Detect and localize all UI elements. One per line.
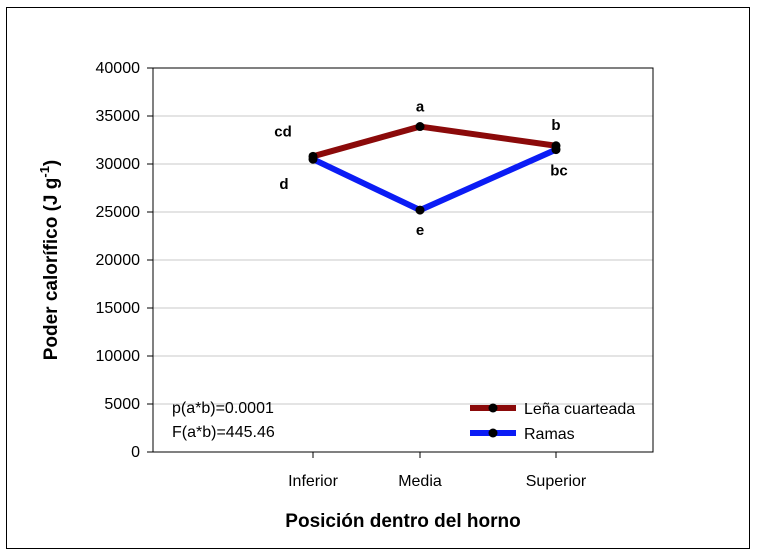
- legend: Leña cuarteada Ramas: [470, 401, 635, 443]
- point-label: bc: [550, 163, 568, 180]
- legend-label-lena-cuarteada: Leña cuarteada: [524, 401, 635, 418]
- annotation-f-value: F(a*b)=445.46: [172, 424, 275, 441]
- y-tick-label: 40000: [96, 60, 141, 77]
- y-tick-label: 25000: [96, 204, 141, 221]
- y-tick-label: 0: [131, 444, 140, 461]
- y-tick-label: 35000: [96, 108, 141, 125]
- point-label: a: [416, 99, 425, 116]
- y-tick-label: 5000: [104, 396, 140, 413]
- point-label: cd: [274, 123, 292, 140]
- data-point: [415, 122, 425, 132]
- legend-marker-ramas: [488, 428, 498, 438]
- y-tick-label: 20000: [96, 252, 141, 269]
- x-axis-ticks: Inferior Media Superior: [288, 452, 587, 490]
- point-labels: cd a b d e bc: [274, 99, 568, 240]
- x-axis-title: Posición dentro del horno: [285, 511, 520, 532]
- gridlines: [153, 115, 653, 405]
- legend-label-ramas: Ramas: [524, 426, 575, 443]
- y-tick-label: 30000: [96, 156, 141, 173]
- point-label: e: [416, 222, 424, 239]
- y-axis-title-superscript: -1: [37, 166, 52, 178]
- point-label: b: [551, 117, 560, 134]
- x-tick-label: Inferior: [288, 473, 338, 490]
- figure-border: [6, 7, 750, 549]
- annotation-p-value: p(a*b)=0.0001: [172, 400, 274, 417]
- x-tick-label: Superior: [526, 473, 587, 490]
- legend-marker-lena-cuarteada: [488, 403, 498, 413]
- y-tick-label: 15000: [96, 300, 141, 317]
- y-axis-title: Poder calorífico (J g-1): [37, 160, 62, 361]
- data-point: [415, 205, 425, 215]
- data-point: [308, 154, 318, 164]
- y-axis-title-main: Poder calorífico (J g: [41, 178, 62, 361]
- series-lines: [308, 122, 561, 215]
- x-tick-label: Media: [398, 473, 442, 490]
- y-axis-ticks: 0 5000 10000 15000 20000 25000 30000 35000 40000: [96, 60, 153, 461]
- y-tick-label: 10000: [96, 348, 141, 365]
- data-point: [551, 145, 561, 155]
- point-label: d: [279, 176, 288, 193]
- y-axis-title-suffix: ): [41, 160, 62, 166]
